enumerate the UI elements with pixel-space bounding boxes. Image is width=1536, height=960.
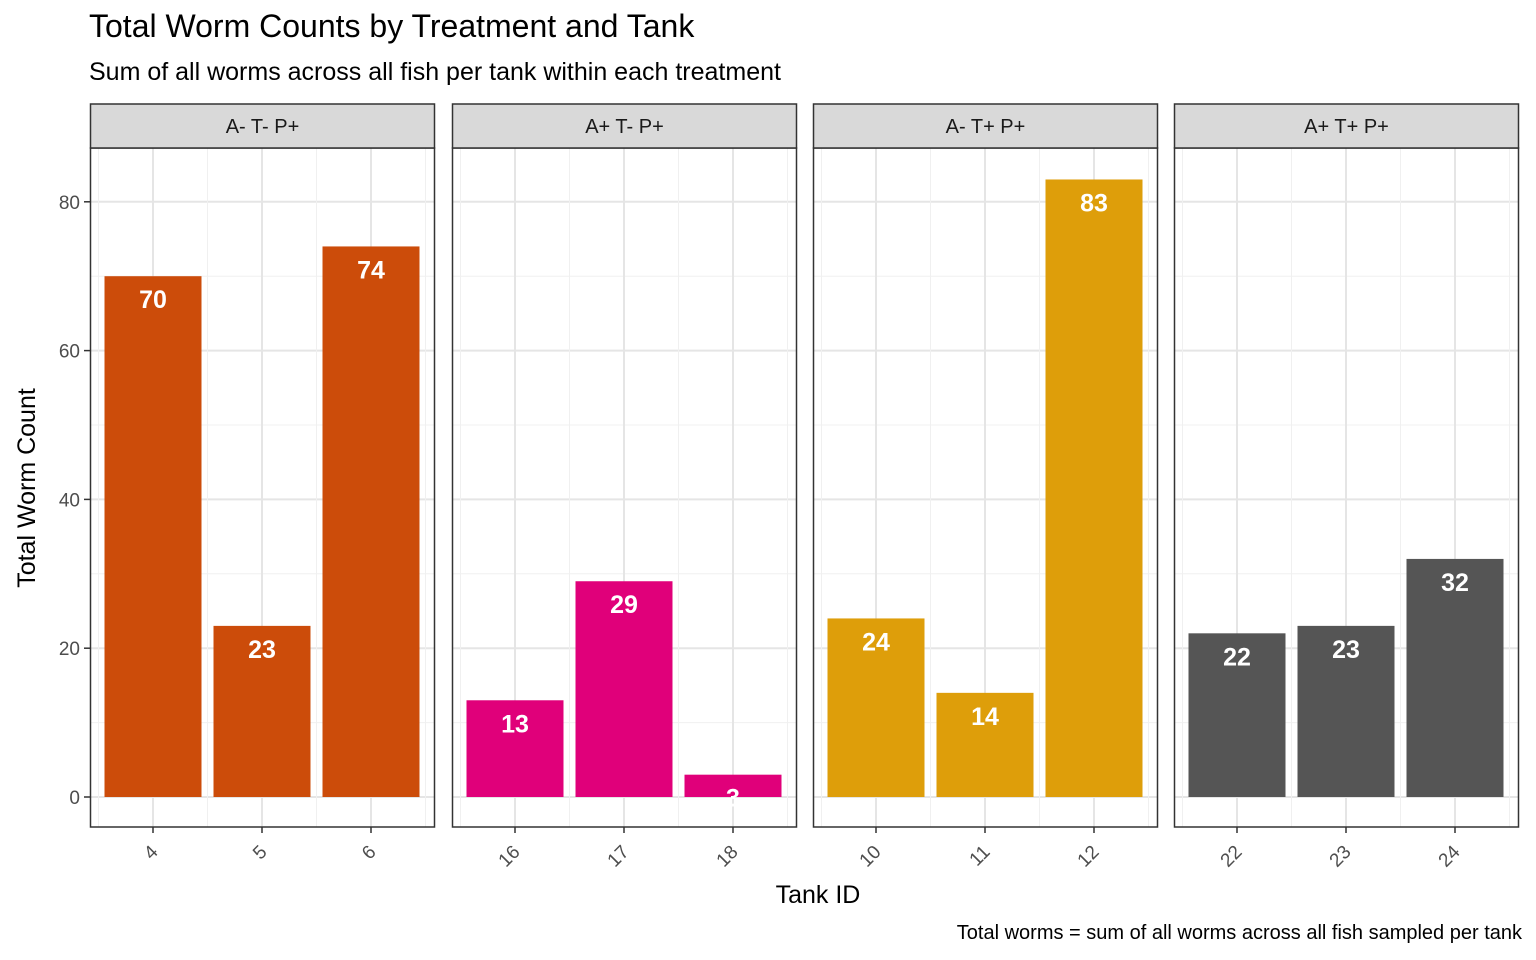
x-tick-label: 17 [604, 842, 634, 872]
x-tick-label: 6 [358, 842, 380, 864]
x-tick-label: 11 [966, 842, 995, 871]
x-axis-title: Tank ID [776, 881, 861, 909]
bar-label-tank-17: 29 [610, 591, 638, 619]
y-tick-label: 20 [59, 639, 80, 660]
chart-caption: Total worms = sum of all worms across al… [956, 922, 1522, 944]
y-tick-label: 40 [59, 490, 80, 511]
facet-strip [89, 103, 436, 149]
bar-label-tank-16: 13 [501, 710, 529, 738]
facet-strip [812, 103, 1159, 149]
bar-tank-12 [1045, 179, 1143, 798]
x-tick-label: 16 [495, 842, 525, 872]
bar-tank-5 [213, 625, 311, 797]
x-tick-label: 10 [856, 842, 886, 872]
facet-strip [1173, 103, 1520, 149]
bar-tank-24 [1406, 558, 1504, 797]
bar-label-tank-10: 24 [862, 628, 890, 656]
bar-label-tank-18: 3 [726, 785, 740, 813]
x-tick-label: 23 [1326, 842, 1356, 872]
chart-title: Total Worm Counts by Treatment and Tank [89, 8, 695, 44]
bar-tank-4 [104, 276, 202, 797]
bar-label-tank-4: 70 [139, 286, 167, 314]
bar-label-tank-5: 23 [248, 636, 276, 664]
facet-strip-label: A+ T- P+ [585, 116, 664, 138]
facet-strip-label: A+ T+ P+ [1304, 116, 1389, 138]
bar-tank-6 [322, 246, 420, 797]
bar-tank-23 [1297, 625, 1395, 797]
bar-label-tank-23: 23 [1332, 636, 1360, 664]
x-tick-label: 24 [1435, 841, 1465, 871]
x-tick-label: 12 [1074, 842, 1104, 872]
y-axis-title: Total Worm Count [13, 388, 41, 588]
bar-tank-16 [466, 700, 564, 797]
y-tick-label: 80 [59, 193, 80, 214]
bar-label-tank-22: 22 [1223, 643, 1251, 671]
bar-label-tank-6: 74 [357, 256, 385, 284]
bar-tank-18 [684, 774, 782, 797]
facet-strip [451, 103, 798, 149]
bar-tank-22 [1188, 633, 1286, 797]
x-tick-label: 5 [249, 842, 271, 864]
bar-tank-17 [575, 581, 673, 797]
bar-label-tank-11: 14 [971, 703, 999, 731]
x-tick-label: 4 [140, 841, 163, 864]
bar-tank-11 [936, 692, 1034, 797]
bar-label-tank-12: 83 [1080, 189, 1108, 217]
facet-strip-label: A- T- P+ [226, 116, 300, 138]
chart-subtitle: Sum of all worms across all fish per tan… [89, 58, 781, 86]
y-tick-label: 0 [69, 788, 80, 809]
x-tick-label: 18 [713, 842, 743, 872]
bar-tank-10 [827, 618, 925, 797]
bar-label-tank-24: 32 [1441, 569, 1469, 597]
x-tick-label: 22 [1217, 842, 1247, 872]
y-tick-label: 60 [59, 342, 80, 363]
facet-strip-label: A- T+ P+ [946, 116, 1026, 138]
